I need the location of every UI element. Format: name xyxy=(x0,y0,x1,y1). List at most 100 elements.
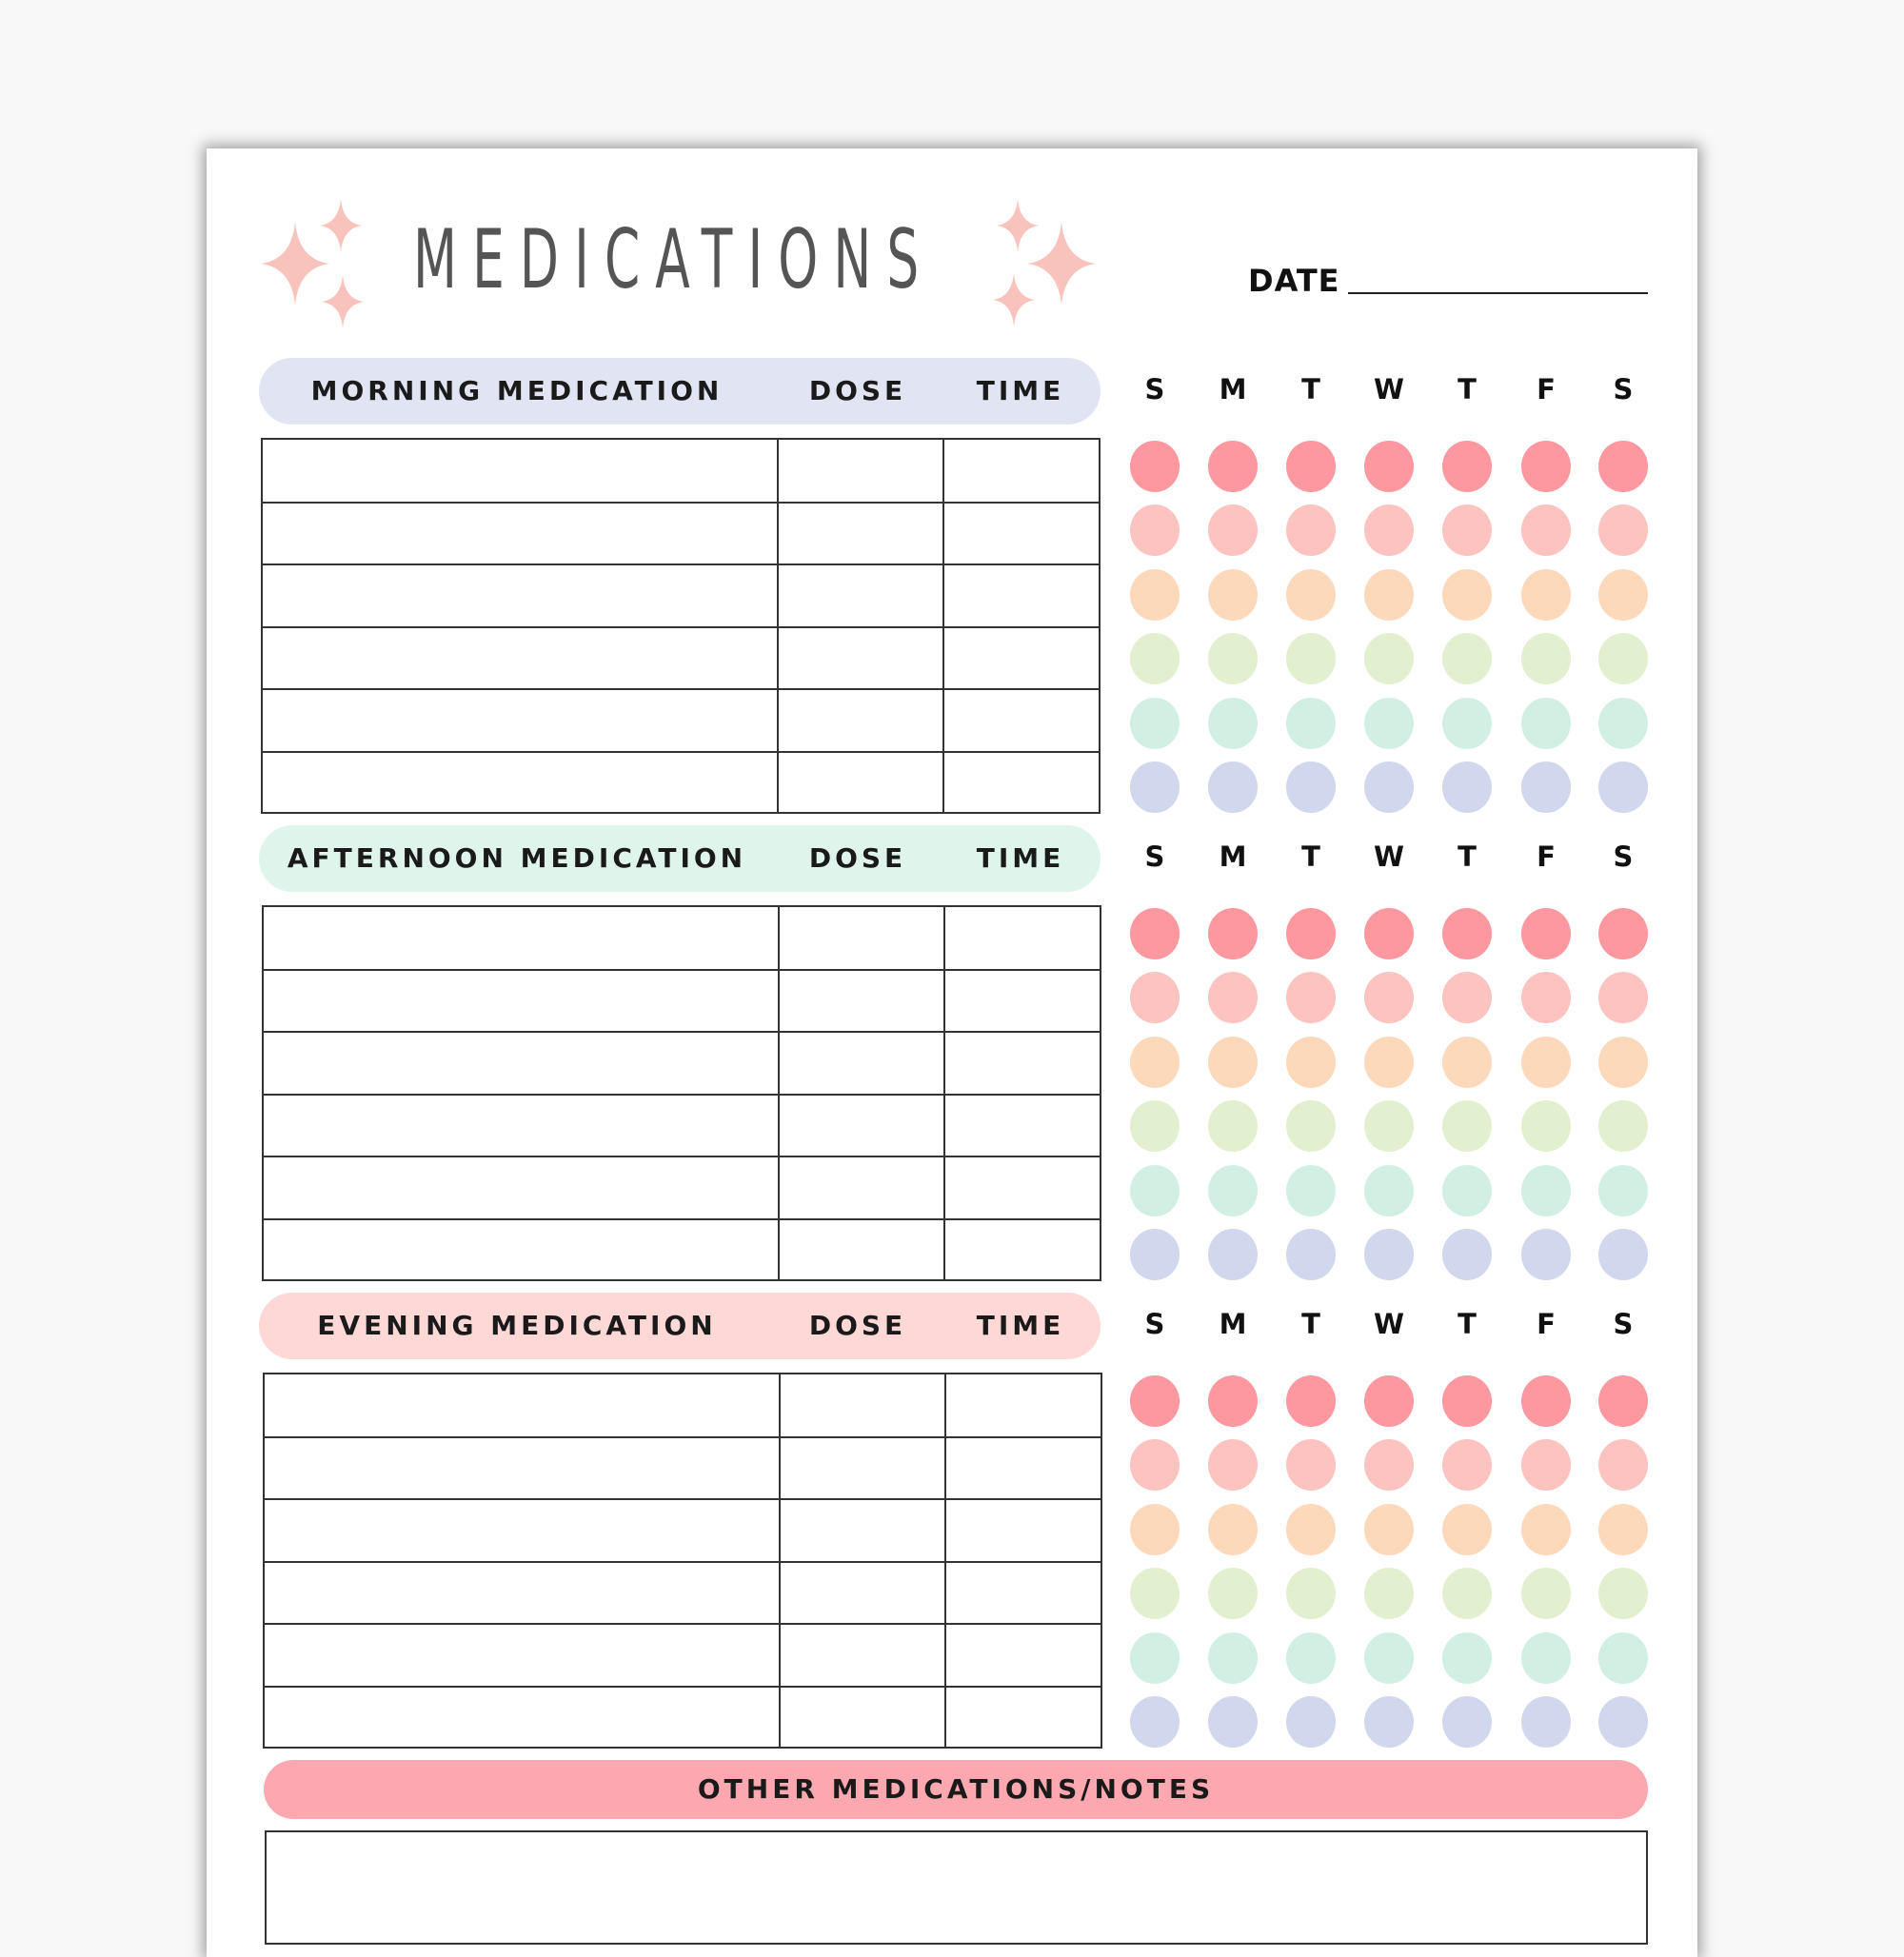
dose-check-dot[interactable] xyxy=(1286,1503,1336,1555)
dose-check-dot[interactable] xyxy=(1130,1503,1180,1555)
time-cell[interactable] xyxy=(944,1499,1102,1562)
dose-check-dot[interactable] xyxy=(1286,504,1336,557)
dose-check-dot[interactable] xyxy=(1442,1631,1492,1684)
dose-check-dot[interactable] xyxy=(1521,972,1571,1024)
dose-check-dot[interactable] xyxy=(1521,1503,1571,1555)
dose-check-dot[interactable] xyxy=(1364,1036,1414,1088)
dose-check-dot[interactable] xyxy=(1208,761,1258,813)
dose-check-dot[interactable] xyxy=(1598,972,1648,1024)
dose-check-dot[interactable] xyxy=(1598,441,1648,492)
dose-check-dot[interactable] xyxy=(1364,1568,1414,1620)
dose-check-dot[interactable] xyxy=(1521,1036,1571,1088)
dose-check-dot[interactable] xyxy=(1364,1439,1414,1492)
dose-check-dot[interactable] xyxy=(1364,568,1414,621)
dose-cell[interactable] xyxy=(777,440,942,503)
dose-check-dot[interactable] xyxy=(1208,1229,1258,1280)
time-cell[interactable] xyxy=(943,970,1101,1033)
dose-check-dot[interactable] xyxy=(1130,1036,1180,1088)
dose-check-dot[interactable] xyxy=(1286,1036,1336,1088)
dose-check-dot[interactable] xyxy=(1130,697,1180,749)
dose-check-dot[interactable] xyxy=(1364,908,1414,959)
medication-cell[interactable] xyxy=(264,1156,778,1219)
dose-check-dot[interactable] xyxy=(1286,972,1336,1024)
dose-check-dot[interactable] xyxy=(1130,1164,1180,1216)
medication-cell[interactable] xyxy=(265,1499,779,1562)
time-cell[interactable] xyxy=(944,1374,1102,1437)
medication-cell[interactable] xyxy=(263,440,777,503)
dose-check-dot[interactable] xyxy=(1286,568,1336,621)
dose-check-dot[interactable] xyxy=(1598,761,1648,813)
date-field[interactable] xyxy=(1348,292,1648,294)
dose-check-dot[interactable] xyxy=(1130,568,1180,621)
dose-check-dot[interactable] xyxy=(1208,1568,1258,1620)
dose-cell[interactable] xyxy=(777,689,942,752)
dose-check-dot[interactable] xyxy=(1286,1100,1336,1153)
dose-cell[interactable] xyxy=(779,1562,944,1625)
medication-cell[interactable] xyxy=(265,1562,779,1625)
dose-check-dot[interactable] xyxy=(1130,1568,1180,1620)
medication-cell[interactable] xyxy=(265,1374,779,1437)
medication-cell[interactable] xyxy=(263,564,777,627)
dose-cell[interactable] xyxy=(778,1219,943,1282)
time-cell[interactable] xyxy=(942,627,1101,690)
dose-check-dot[interactable] xyxy=(1130,504,1180,557)
dose-cell[interactable] xyxy=(779,1624,944,1687)
dose-check-dot[interactable] xyxy=(1208,697,1258,749)
dose-cell[interactable] xyxy=(779,1499,944,1562)
medication-cell[interactable] xyxy=(263,689,777,752)
dose-check-dot[interactable] xyxy=(1364,1100,1414,1153)
dose-check-dot[interactable] xyxy=(1442,761,1492,813)
medication-cell[interactable] xyxy=(263,627,777,690)
dose-check-dot[interactable] xyxy=(1442,1568,1492,1620)
dose-cell[interactable] xyxy=(778,1095,943,1157)
dose-check-dot[interactable] xyxy=(1598,504,1648,557)
dose-check-dot[interactable] xyxy=(1130,972,1180,1024)
dose-check-dot[interactable] xyxy=(1130,1439,1180,1492)
dose-check-dot[interactable] xyxy=(1521,1439,1571,1492)
dose-check-dot[interactable] xyxy=(1286,1631,1336,1684)
dose-check-dot[interactable] xyxy=(1521,633,1571,685)
dose-check-dot[interactable] xyxy=(1364,1164,1414,1216)
dose-check-dot[interactable] xyxy=(1442,633,1492,685)
time-cell[interactable] xyxy=(943,1156,1101,1219)
notes-area[interactable] xyxy=(265,1830,1648,1945)
dose-check-dot[interactable] xyxy=(1521,441,1571,492)
dose-check-dot[interactable] xyxy=(1442,908,1492,959)
dose-check-dot[interactable] xyxy=(1521,1100,1571,1153)
dose-check-dot[interactable] xyxy=(1521,697,1571,749)
dose-check-dot[interactable] xyxy=(1208,1164,1258,1216)
medication-cell[interactable] xyxy=(264,1219,778,1282)
dose-check-dot[interactable] xyxy=(1521,1229,1571,1280)
dose-check-dot[interactable] xyxy=(1598,1631,1648,1684)
dose-check-dot[interactable] xyxy=(1442,1375,1492,1427)
dose-check-dot[interactable] xyxy=(1364,1229,1414,1280)
dose-cell[interactable] xyxy=(778,970,943,1033)
dose-check-dot[interactable] xyxy=(1442,1696,1492,1748)
dose-check-dot[interactable] xyxy=(1286,1164,1336,1216)
dose-check-dot[interactable] xyxy=(1442,697,1492,749)
dose-check-dot[interactable] xyxy=(1364,1631,1414,1684)
time-cell[interactable] xyxy=(943,907,1101,970)
dose-check-dot[interactable] xyxy=(1286,908,1336,959)
dose-check-dot[interactable] xyxy=(1442,1164,1492,1216)
dose-check-dot[interactable] xyxy=(1521,1375,1571,1427)
dose-check-dot[interactable] xyxy=(1521,1696,1571,1748)
dose-cell[interactable] xyxy=(778,907,943,970)
dose-check-dot[interactable] xyxy=(1364,1503,1414,1555)
dose-check-dot[interactable] xyxy=(1598,633,1648,685)
dose-cell[interactable] xyxy=(779,1687,944,1749)
dose-check-dot[interactable] xyxy=(1521,908,1571,959)
dose-check-dot[interactable] xyxy=(1130,1375,1180,1427)
dose-check-dot[interactable] xyxy=(1598,1164,1648,1216)
dose-check-dot[interactable] xyxy=(1208,1036,1258,1088)
medication-cell[interactable] xyxy=(265,1687,779,1749)
dose-check-dot[interactable] xyxy=(1442,1503,1492,1555)
dose-check-dot[interactable] xyxy=(1208,441,1258,492)
medication-cell[interactable] xyxy=(265,1437,779,1500)
time-cell[interactable] xyxy=(942,564,1101,627)
dose-check-dot[interactable] xyxy=(1364,441,1414,492)
dose-check-dot[interactable] xyxy=(1442,972,1492,1024)
dose-check-dot[interactable] xyxy=(1286,441,1336,492)
dose-check-dot[interactable] xyxy=(1130,908,1180,959)
time-cell[interactable] xyxy=(942,440,1101,503)
